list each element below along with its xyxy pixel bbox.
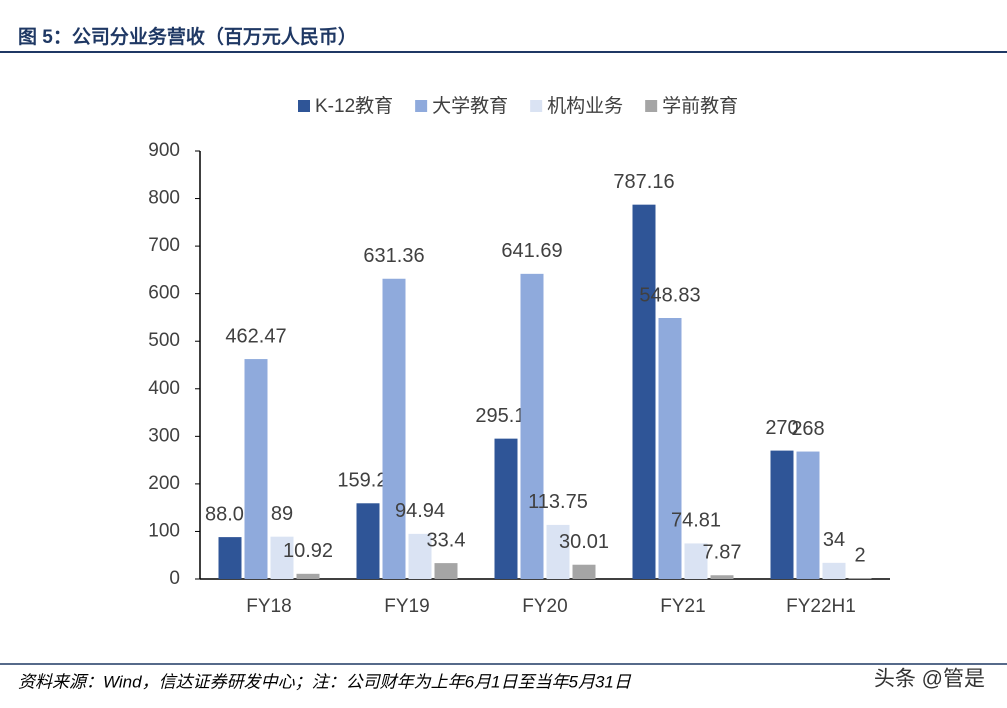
bar [494,438,518,579]
value-label: 548.83 [639,284,700,306]
value-label: 89 [271,503,293,525]
bar [270,536,294,579]
bar [356,503,380,579]
y-tick-label: 800 [148,188,180,209]
value-label: 787.16 [613,171,674,193]
value-label: 462.47 [225,325,286,347]
bar [572,564,596,579]
legend-label: 机构业务 [547,95,623,117]
value-label: 10.92 [283,540,333,562]
y-tick-label: 0 [169,568,180,589]
bar [710,575,734,579]
bar [218,537,242,579]
legend-swatch [645,100,658,112]
value-label: 30.01 [559,531,609,553]
bar [382,278,406,579]
x-tick-label: FY18 [246,596,291,617]
bar [434,563,458,579]
value-label: 74.81 [671,510,721,532]
x-tick-label: FY20 [522,596,567,617]
value-label: 94.94 [395,500,445,522]
y-tick-label: 900 [148,140,180,161]
y-tick-label: 100 [148,520,180,541]
bar [822,562,846,579]
legend-swatch [298,100,310,112]
value-label: 270 [765,417,798,439]
legend-swatch [415,100,428,112]
value-label: 34 [823,529,845,551]
legend-label: 学前教育 [662,95,738,117]
x-tick-label: FY19 [384,596,429,617]
y-tick-label: 400 [148,378,180,399]
y-tick-label: 700 [148,235,180,256]
bar [408,533,432,579]
bar [296,573,320,579]
value-label: 641.69 [501,240,562,262]
x-tick-label: FY21 [660,596,705,617]
legend-swatch [530,100,543,112]
bar [520,273,544,579]
chart-title: 图 5：公司分业务营收（百万元人民币） [18,25,357,48]
y-tick-label: 600 [148,283,180,304]
bar [848,578,872,579]
value-label: 113.75 [528,491,588,513]
source-note: 资料来源：Wind，信达证券研发中心；注：公司财年为上年6月1日至当年5月31日 [18,672,632,691]
bar [684,543,708,579]
bar [632,204,656,579]
value-label: 88.07 [205,503,255,525]
legend-label: K-12教育 [315,95,393,117]
bar [658,318,682,579]
y-tick-label: 300 [148,425,180,446]
watermark: 头条 @管是 [874,668,985,691]
y-tick-label: 500 [148,330,180,351]
y-tick-label: 200 [148,473,180,494]
value-label: 7.87 [703,542,742,564]
x-tick-label: FY22H1 [786,596,856,617]
bar [770,450,794,579]
value-label: 268 [791,418,824,440]
value-label: 631.36 [363,245,424,267]
bar [796,451,820,579]
bar [546,524,570,579]
bar [244,359,268,579]
legend-label: 大学教育 [432,95,508,117]
value-label: 2 [854,544,865,566]
value-label: 33.4 [427,529,466,551]
